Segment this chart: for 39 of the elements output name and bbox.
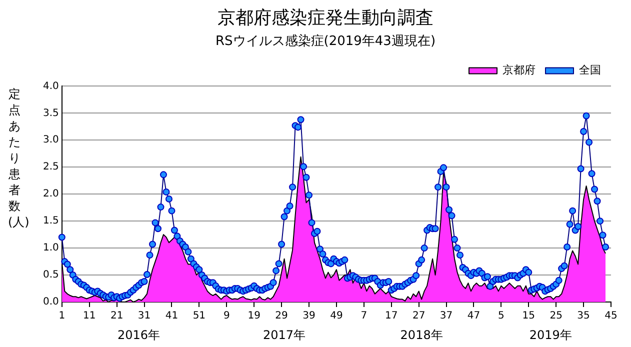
x-tick-label: 27 — [412, 310, 426, 322]
y-tick-label: 4.0 — [42, 80, 59, 92]
y-tick-label: 2.5 — [42, 162, 59, 173]
y-tick-label: 1.0 — [42, 242, 59, 254]
x-tick-label: 9 — [223, 310, 230, 322]
y-tick-label: 0.0 — [42, 296, 59, 308]
x-tick-label: 21 — [110, 310, 124, 322]
text: 2019年 — [529, 328, 572, 342]
x-tick-label: 35 — [577, 310, 590, 322]
x-tick-label: 19 — [248, 310, 260, 322]
x-tick-label: 31 — [138, 310, 151, 322]
chart-subtitle: RSウイルス感染症(2019年43週現在) — [215, 34, 436, 49]
x-tick-label: 47 — [467, 310, 480, 322]
x-tick-label: 49 — [330, 310, 343, 322]
y-tick-label: 3.5 — [42, 108, 59, 119]
y-tick-label: 2.0 — [42, 188, 59, 200]
x-tick-label: 51 — [192, 310, 206, 322]
x-tick-label: 15 — [522, 310, 536, 322]
x-tick-label: 1 — [58, 310, 66, 322]
x-tick-label: 11 — [82, 310, 96, 322]
y-tick-label: 3.0 — [42, 134, 59, 146]
x-tick-label: 29 — [275, 310, 288, 322]
y-tick-label: 0.5 — [42, 270, 59, 281]
legend-label: 京都府 — [502, 64, 536, 77]
x-tick-label: 5 — [498, 310, 504, 322]
chart-title: 京都府感染症発生動向調査 — [218, 7, 434, 28]
y-tick-label: 1.5 — [42, 216, 59, 227]
text: 2018年 — [400, 328, 443, 342]
text: 2017年 — [263, 328, 306, 342]
x-tick-label: 37 — [440, 310, 453, 322]
x-tick-label: 41 — [165, 310, 178, 322]
text: 2016年 — [118, 328, 160, 342]
x-tick-label: 39 — [302, 310, 316, 322]
text: 定点あたり患者数(人) — [8, 87, 30, 229]
legend-label: 全国 — [579, 64, 601, 77]
x-tick-label: 17 — [384, 310, 398, 322]
x-tick-label: 7 — [360, 310, 368, 322]
x-tick-label: 25 — [550, 310, 562, 322]
x-tick-label: 45 — [604, 310, 618, 322]
